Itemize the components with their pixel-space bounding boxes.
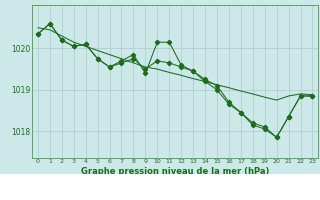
X-axis label: Graphe pression niveau de la mer (hPa): Graphe pression niveau de la mer (hPa) (81, 167, 269, 176)
